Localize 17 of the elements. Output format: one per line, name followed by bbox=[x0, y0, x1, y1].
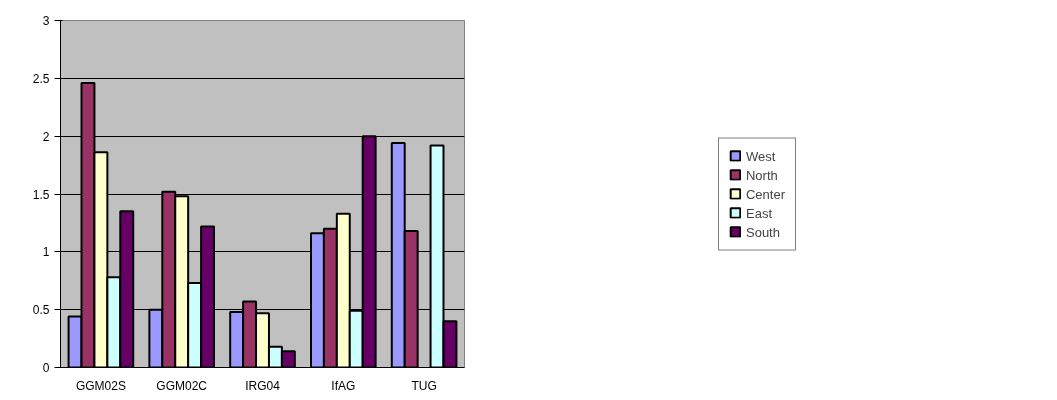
y-tick-label: 0 bbox=[42, 361, 50, 375]
legend-label: West bbox=[745, 148, 776, 163]
legend-label: East bbox=[745, 205, 772, 220]
y-tick-label: 3 bbox=[42, 14, 50, 28]
legend-label: North bbox=[745, 167, 778, 182]
x-tick-label: GGM02S bbox=[75, 378, 126, 393]
y-tick-label: 2.5 bbox=[32, 71, 50, 86]
x-tick-label: IRG04 bbox=[245, 378, 281, 393]
x-tick-label: TUG bbox=[411, 378, 437, 393]
y-tick-label: 1 bbox=[42, 245, 50, 260]
y-tick-label: 2 bbox=[42, 129, 50, 144]
x-tick-label: GGM02C bbox=[156, 378, 208, 393]
legend-label: Center bbox=[745, 186, 786, 201]
x-tick-label: IfAG bbox=[331, 378, 356, 393]
legend-label: South bbox=[745, 224, 780, 239]
y-tick-label: 0.5 bbox=[32, 303, 50, 318]
y-tick-label: 1.5 bbox=[32, 187, 50, 202]
